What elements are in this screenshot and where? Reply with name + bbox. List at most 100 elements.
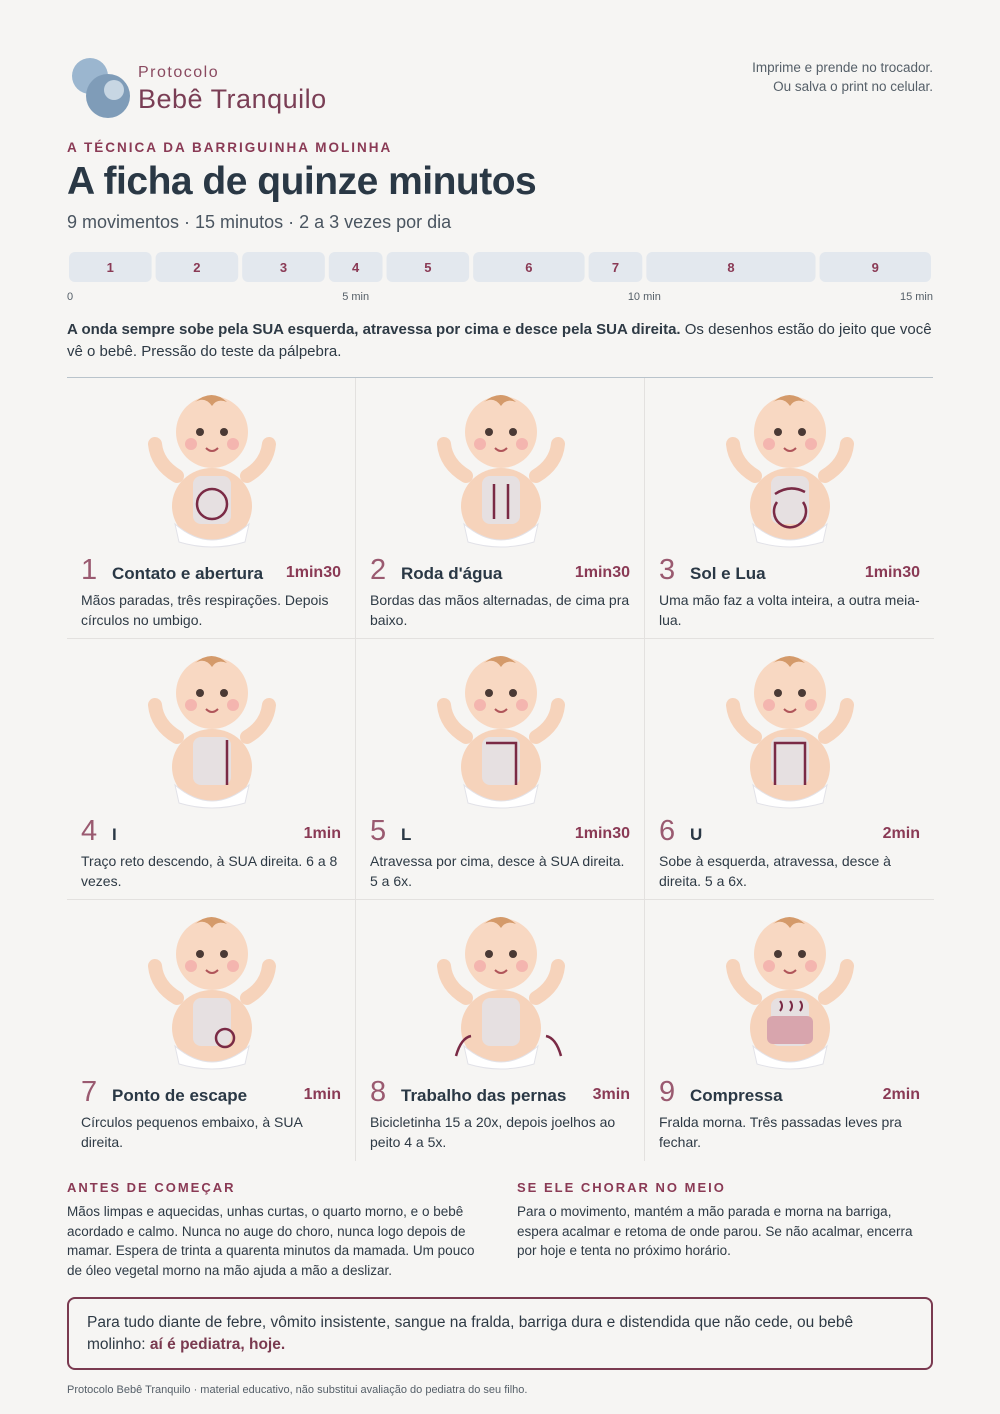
baby-arm (148, 698, 184, 744)
step-duration: 1min30 (574, 564, 630, 581)
movement-arrow (454, 1034, 563, 1057)
baby-head (176, 918, 248, 990)
baby-cheek (516, 960, 528, 972)
timeline-segment (588, 252, 643, 282)
before-section: ANTES DE COMEÇAR Mãos limpas e aquecidas… (67, 1180, 483, 1280)
step-description: Mãos paradas, três respirações. Depois c… (81, 592, 329, 628)
step-illustration (726, 656, 854, 809)
timeline-segment (386, 252, 470, 282)
timeline-segment (69, 252, 152, 282)
baby-arm (437, 698, 473, 744)
baby-arm (240, 437, 276, 483)
step-number: 9 (659, 1076, 676, 1108)
section-text: Mãos limpas e aquecidas, unhas curtas, o… (67, 1204, 475, 1278)
baby-mouth (783, 969, 797, 974)
segment-label: 2 (193, 260, 200, 275)
baby-mouth (205, 969, 219, 974)
belly-zone (771, 476, 809, 524)
step-name: Contato e abertura (112, 564, 264, 583)
step-duration: 1min30 (574, 825, 630, 842)
step-description: Círculos pequenos embaixo, à SUA direita… (81, 1114, 303, 1150)
timeline-segment (155, 252, 239, 282)
step-duration: 3min (592, 1086, 630, 1103)
timeline-segment (242, 252, 325, 282)
intro: A onda sempre sobe pela SUA esquerda, at… (67, 319, 937, 363)
baby-cheek (185, 960, 197, 972)
baby-diaper (463, 1044, 539, 1070)
baby-cheek (474, 960, 486, 972)
section-text: Para o movimento, mantém a mão parada e … (517, 1204, 913, 1258)
baby-head (754, 657, 826, 729)
note: Ou salva o print no celular. (773, 79, 933, 94)
segment-label: 4 (352, 260, 360, 275)
baby-eye (485, 428, 493, 436)
note: Imprime e prende no trocador. (752, 60, 933, 75)
baby-cheek (227, 699, 239, 711)
step-duration: 1min30 (864, 564, 920, 581)
baby-arm (240, 698, 276, 744)
step-duration: 2min (882, 1086, 920, 1103)
baby-mouth (494, 708, 508, 713)
alert-box: Para tudo diante de febre, vômito insist… (67, 1297, 933, 1370)
baby-diaper (463, 522, 539, 548)
baby-eye (774, 950, 782, 958)
kicker: A TÉCNICA DA BARRIGUINHA MOLINHA (67, 140, 393, 155)
baby-eye (485, 689, 493, 697)
segment-label: 5 (424, 260, 431, 275)
step-number: 2 (370, 554, 387, 586)
tick-label: 0 (67, 291, 73, 303)
baby-hair (195, 395, 227, 406)
step-name: Ponto de escape (112, 1086, 248, 1105)
step-card: 9 Compressa 2min Fralda morna. Três passada… (645, 900, 934, 1161)
baby-eye (798, 428, 806, 436)
baby-head (465, 396, 537, 468)
timeline-segment (819, 252, 931, 282)
step-number: 1 (81, 554, 98, 586)
step-name: Trabalho das pernas (401, 1086, 567, 1105)
baby-mouth (205, 447, 219, 452)
step-description: Bordas das mãos alternadas, de cima pra … (370, 592, 630, 628)
baby-diaper (752, 522, 828, 548)
intro-bold: A onda sempre sobe pela SUA esquerda, at… (67, 321, 681, 338)
baby-mouth (494, 447, 508, 452)
step-number: 5 (370, 815, 387, 847)
baby-arm (148, 959, 184, 1005)
baby-cheek (227, 960, 239, 972)
step-illustration (148, 917, 276, 1070)
step-name: L (401, 825, 412, 844)
step-duration: 2min (882, 825, 920, 842)
step-description: Sobe à esquerda, atravessa, desce à dire… (659, 853, 891, 889)
step-description: Uma mão faz a volta inteira, a outra mei… (659, 592, 920, 628)
baby-diaper (463, 783, 539, 809)
baby-arm (437, 959, 473, 1005)
baby-cheek (185, 699, 197, 711)
step-illustration (148, 395, 276, 548)
alert-text: Para tudo diante de febre, vômito insist… (87, 1314, 854, 1353)
step-illustration (437, 656, 565, 809)
movement-arrow (195, 487, 229, 521)
baby-arm (818, 437, 854, 483)
tick-label: 5 min (342, 291, 369, 303)
baby-diaper (174, 783, 250, 809)
baby-cheek (516, 699, 528, 711)
baby-arm (240, 959, 276, 1005)
baby-eye (220, 689, 228, 697)
baby-hair (484, 656, 516, 667)
baby-hair (484, 917, 516, 928)
step-name: I (112, 825, 117, 844)
baby-eye (774, 689, 782, 697)
baby-arm (529, 959, 565, 1005)
baby-arm (529, 698, 565, 744)
alert-emphasis: aí é pediatra, hoje. (149, 1336, 286, 1353)
baby-hair (195, 656, 227, 667)
steps-grid: 1 Contato e abertura 1min30 Mãos paradas, t… (67, 378, 934, 1162)
step-card: 4 I 1min Traço reto descendo, à SUA direita… (67, 639, 356, 900)
brand-small: Protocolo (138, 64, 220, 81)
baby-cheek (227, 438, 239, 450)
baby-hair (773, 395, 805, 406)
step-number: 7 (81, 1076, 98, 1108)
baby-mouth (783, 447, 797, 452)
baby-arm (726, 437, 762, 483)
baby-head (754, 918, 826, 990)
